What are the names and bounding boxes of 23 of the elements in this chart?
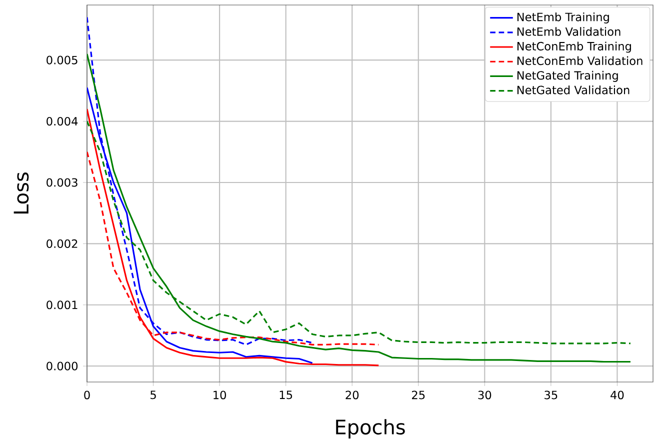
y-axis-title: Loss (14, 172, 29, 214)
x-tick-label: 40 (610, 390, 624, 400)
y-tick-label: 0.004 (46, 116, 78, 126)
y-tick-label: 0.002 (46, 239, 78, 248)
y-tick-label: 0.005 (46, 56, 78, 64)
y-tick-label: 0.001 (46, 300, 78, 310)
x-tick-label: 35 (544, 390, 558, 400)
x-tick-label: 15 (280, 390, 292, 400)
legend-label: NetConEmb Training (517, 42, 631, 53)
x-tick-label: 20 (346, 390, 359, 400)
y-tick-label: 0.003 (46, 178, 78, 187)
legend-label: NetConEmb Validation (517, 56, 642, 66)
legend-label: NetEmb Training (517, 12, 609, 24)
x-tick-label: 0 (84, 390, 90, 400)
legend-label: NetGated Training (517, 70, 618, 82)
y-tick-label: 0.000 (46, 362, 78, 370)
x-tick-label: 5 (150, 390, 156, 400)
x-tick-label: 30 (478, 390, 492, 400)
x-tick-label: 25 (412, 390, 425, 400)
legend-label: NetEmb Validation (517, 27, 620, 36)
x-tick-label: 10 (214, 390, 226, 400)
legend-label: NetGated Validation (517, 86, 630, 94)
x-axis-title: Epochs (336, 419, 405, 438)
